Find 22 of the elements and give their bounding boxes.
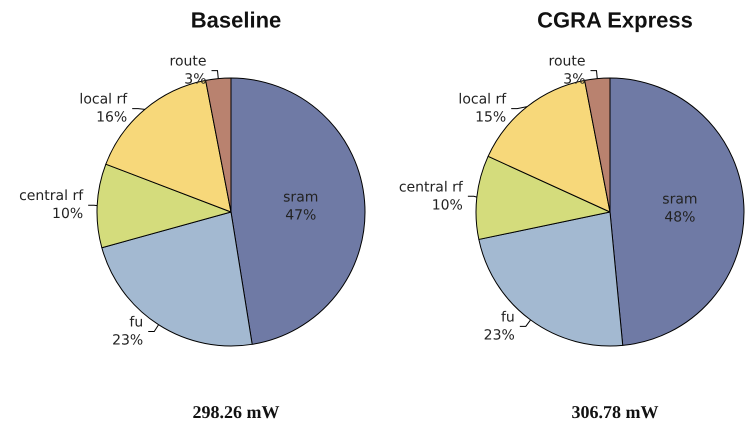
data-label: 16% xyxy=(96,110,128,126)
data-label: 23% xyxy=(112,332,144,348)
slice-label: central rf xyxy=(398,179,464,196)
slice-label: sram xyxy=(283,189,318,206)
text: 298.26 mW xyxy=(192,402,280,422)
slice-label: central rf xyxy=(19,188,84,204)
data-label: 47% xyxy=(285,207,316,224)
text: 306.78 mW xyxy=(572,402,658,422)
data-label: 48% xyxy=(664,210,696,226)
slice-label: route xyxy=(548,54,586,70)
data-label: 15% xyxy=(475,110,506,126)
chart-title: Baseline xyxy=(190,8,282,32)
data-label: 10% xyxy=(52,206,84,222)
slice-label: local rf xyxy=(79,92,128,108)
slice-label: local rf xyxy=(458,92,508,108)
slice-label: fu xyxy=(500,309,515,326)
slice-label: route xyxy=(170,54,206,70)
slice-label: fu xyxy=(129,314,144,330)
data-label: 23% xyxy=(484,327,515,344)
data-label: 10% xyxy=(432,197,463,214)
slice-label: sram xyxy=(662,192,698,208)
chart-title: CGRA Express xyxy=(537,8,693,32)
